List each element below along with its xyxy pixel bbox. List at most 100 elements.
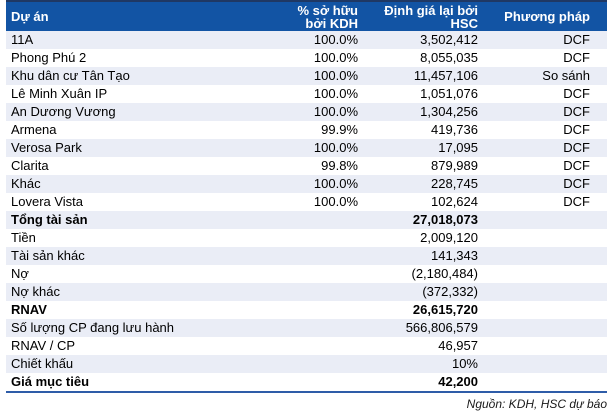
valuation-cell: 27,018,073 xyxy=(412,212,478,227)
table-row: Clarita 99.8% 879,989 DCF xyxy=(6,157,607,175)
project-cell: Tổng tài sản xyxy=(11,212,88,227)
method-cell: DCF xyxy=(563,50,590,65)
ownership-cell: 99.9% xyxy=(321,122,358,137)
source-note: Nguồn: KDH, HSC dự báo xyxy=(466,397,607,411)
valuation-cell: 228,745 xyxy=(431,176,478,191)
table-row: Armena 99.9% 419,736 DCF xyxy=(6,121,607,139)
project-cell: Armena xyxy=(11,122,57,137)
method-cell xyxy=(478,373,607,391)
ownership-cell: 100.0% xyxy=(313,32,358,47)
method-cell: DCF xyxy=(563,104,590,119)
valuation-cell: 11,457,106 xyxy=(413,68,478,83)
valuation-cell: 102,624 xyxy=(431,194,478,209)
valuation-cell: 419,736 xyxy=(431,122,478,137)
project-cell: Phong Phú 2 xyxy=(11,50,87,65)
project-cell: Khác xyxy=(11,176,41,191)
method-cell xyxy=(478,337,607,355)
project-cell: Verosa Park xyxy=(11,140,82,155)
project-cell: Lovera Vista xyxy=(11,194,84,209)
method-cell xyxy=(478,319,607,337)
ownership-cell: 100.0% xyxy=(313,50,358,65)
header-project: Dự án xyxy=(11,9,49,24)
method-cell xyxy=(478,265,607,283)
table-row: Giá mục tiêu 42,200 xyxy=(6,373,607,391)
table-row: RNAV / CP 46,957 xyxy=(6,337,607,355)
table-row: Khu dân cư Tân Tạo 100.0% 11,457,106 So sán… xyxy=(6,67,607,85)
method-cell xyxy=(478,211,607,229)
project-cell: Giá mục tiêu xyxy=(11,374,90,389)
header-ownership-line1: % sở hữu xyxy=(297,3,358,18)
table-row: RNAV 26,615,720 xyxy=(6,301,607,319)
ownership-cell xyxy=(198,247,358,265)
valuation-cell: 1,051,076 xyxy=(420,86,478,101)
project-cell: Lê Minh Xuân IP xyxy=(11,86,108,101)
ownership-cell xyxy=(198,229,358,247)
method-cell xyxy=(478,301,607,319)
ownership-cell xyxy=(198,301,358,319)
method-cell: DCF xyxy=(563,86,590,101)
project-cell: RNAV / CP xyxy=(11,338,76,353)
valuation-cell: 3,502,412 xyxy=(420,32,478,47)
method-cell xyxy=(478,247,607,265)
valuation-cell: 141,343 xyxy=(431,248,478,263)
valuation-cell: 1,304,256 xyxy=(420,104,478,119)
ownership-cell: 100.0% xyxy=(313,104,358,119)
table-row: Phong Phú 2 100.0% 8,055,035 DCF xyxy=(6,49,607,67)
valuation-cell: 2,009,120 xyxy=(420,230,478,245)
ownership-cell xyxy=(198,265,358,283)
header-valuation-line2: HSC xyxy=(450,16,478,31)
table-row: Lê Minh Xuân IP 100.0% 1,051,076 DCF xyxy=(6,85,607,103)
method-cell: So sánh xyxy=(542,68,590,83)
table-row: Chiết khấu 10% xyxy=(6,355,607,373)
header-valuation-line1: Định giá lại bởi xyxy=(384,3,478,18)
method-cell: DCF xyxy=(563,32,590,47)
method-cell xyxy=(478,283,607,301)
table-row: Nợ (2,180,484) xyxy=(6,265,607,283)
table-row: Số lượng CP đang lưu hành 566,806,579 xyxy=(6,319,607,337)
valuation-cell: (372,332) xyxy=(422,284,478,299)
method-cell: DCF xyxy=(563,158,590,173)
project-cell: Số lượng CP đang lưu hành xyxy=(11,320,175,335)
project-cell: Khu dân cư Tân Tạo xyxy=(11,68,130,83)
method-cell xyxy=(478,229,607,247)
valuation-cell: 10% xyxy=(451,356,478,371)
ownership-cell xyxy=(198,319,358,337)
ownership-cell: 100.0% xyxy=(313,68,358,83)
ownership-cell xyxy=(198,373,358,391)
table-row: Nợ khác (372,332) xyxy=(6,283,607,301)
header-ownership: % sở hữu bởi KDH xyxy=(198,3,358,30)
header-method: Phương pháp xyxy=(504,9,590,24)
table-body: 11A 100.0% 3,502,412 DCF Phong Phú 2 100.0% 8,… xyxy=(6,31,607,391)
project-cell: Clarita xyxy=(11,158,49,173)
valuation-cell: 17,095 xyxy=(438,140,478,155)
valuation-cell: 42,200 xyxy=(438,374,478,389)
ownership-cell xyxy=(198,283,358,301)
ownership-cell: 100.0% xyxy=(313,140,358,155)
table-row: Tài sản khác 141,343 xyxy=(6,247,607,265)
valuation-cell: 566,806,579 xyxy=(405,320,478,335)
table-header-row: Dự án % sở hữu bởi KDH Định giá lại bởi … xyxy=(6,0,607,31)
table-row: Tiền 2,009,120 xyxy=(6,229,607,247)
valuation-cell: 46,957 xyxy=(438,338,478,353)
project-cell: Tiền xyxy=(11,230,36,245)
method-cell: DCF xyxy=(563,194,590,209)
project-cell: Nợ xyxy=(11,266,29,281)
project-cell: Chiết khấu xyxy=(11,356,74,371)
valuation-cell: 26,615,720 xyxy=(412,302,478,317)
project-cell: RNAV xyxy=(11,302,47,317)
table-row: An Dương Vương 100.0% 1,304,256 DCF xyxy=(6,103,607,121)
header-ownership-line2: bởi KDH xyxy=(305,16,358,31)
header-valuation: Định giá lại bởi HSC xyxy=(358,3,478,30)
project-cell: 11A xyxy=(11,32,34,47)
ownership-cell: 100.0% xyxy=(313,86,358,101)
ownership-cell: 100.0% xyxy=(313,176,358,191)
method-cell: DCF xyxy=(563,140,590,155)
table-row: Tổng tài sản 27,018,073 xyxy=(6,211,607,229)
valuation-cell: 879,989 xyxy=(431,158,478,173)
table-row: 11A 100.0% 3,502,412 DCF xyxy=(6,31,607,49)
ownership-cell: 99.8% xyxy=(321,158,358,173)
method-cell: DCF xyxy=(563,176,590,191)
ownership-cell xyxy=(198,337,358,355)
table-row: Lovera Vista 100.0% 102,624 DCF xyxy=(6,193,607,211)
